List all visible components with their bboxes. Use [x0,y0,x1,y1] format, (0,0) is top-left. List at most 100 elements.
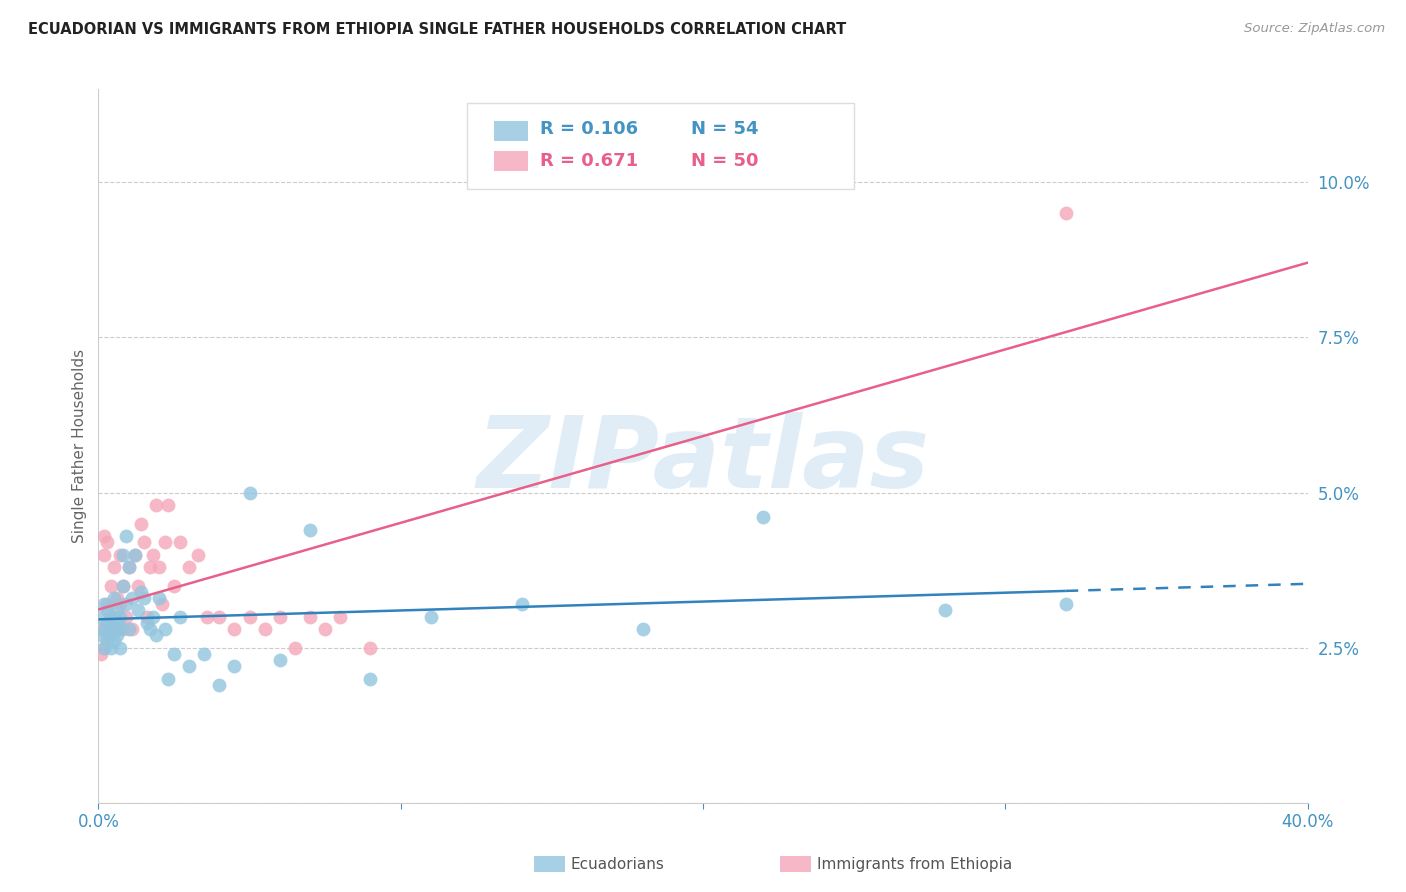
Point [96,597,118,611]
Point [177,560,201,574]
Point [269,653,291,667]
Text: Ecuadorians: Ecuadorians [571,857,665,871]
Point [114,597,136,611]
Point [100,628,122,642]
Point [103,634,125,648]
Point [129,584,152,599]
Point [108,548,131,562]
Point [108,609,131,624]
Point [118,560,141,574]
Point [139,560,162,574]
Point [631,622,654,636]
Text: Source: ZipAtlas.com: Source: ZipAtlas.com [1244,22,1385,36]
Point [135,615,157,630]
Point [96,615,118,630]
Point [253,622,276,636]
Point [100,609,122,624]
Point [100,609,122,624]
Point [96,603,118,617]
Point [142,548,165,562]
Point [96,535,118,549]
Point [93,640,115,655]
Point [105,622,128,636]
Point [239,485,262,500]
Point [96,628,118,642]
Point [187,548,209,562]
Point [148,591,170,605]
Point [169,535,191,549]
Point [90,622,112,636]
Point [93,622,115,636]
Bar [494,152,527,171]
Point [93,597,115,611]
Point [224,622,246,636]
Point [153,622,176,636]
Point [1054,206,1077,220]
Point [314,622,336,636]
Point [163,579,186,593]
Bar [494,120,527,141]
Point [934,603,956,617]
Point [239,609,262,624]
Point [127,579,149,593]
Text: ZIPatlas: ZIPatlas [477,412,929,508]
Point [139,622,162,636]
Point [111,548,134,562]
Point [127,603,149,617]
Point [269,609,291,624]
Point [299,609,322,624]
Point [1054,597,1077,611]
Point [145,628,167,642]
Point [90,647,112,661]
Point [169,609,191,624]
Point [129,516,152,531]
Point [752,510,775,524]
Point [142,609,165,624]
Point [510,597,533,611]
Point [114,609,136,624]
Point [108,640,131,655]
Point [105,615,128,630]
Point [124,548,146,562]
Point [163,647,186,661]
Point [100,640,122,655]
Point [299,523,322,537]
Point [145,498,167,512]
Point [103,560,125,574]
Point [193,647,215,661]
Text: ECUADORIAN VS IMMIGRANTS FROM ETHIOPIA SINGLE FATHER HOUSEHOLDS CORRELATION CHAR: ECUADORIAN VS IMMIGRANTS FROM ETHIOPIA S… [28,22,846,37]
Point [156,672,179,686]
Point [208,609,231,624]
Point [96,634,118,648]
Point [114,529,136,543]
Point [105,603,128,617]
Point [118,560,141,574]
Point [148,560,170,574]
Point [90,628,112,642]
Point [360,672,382,686]
Point [124,548,146,562]
Point [103,622,125,636]
Point [121,622,143,636]
Text: N = 50: N = 50 [690,152,758,169]
Point [111,622,134,636]
Point [177,659,201,673]
Point [111,579,134,593]
Point [329,609,352,624]
Point [195,609,218,624]
Point [100,622,122,636]
Point [156,498,179,512]
Point [93,640,115,655]
Point [121,591,143,605]
FancyBboxPatch shape [467,103,855,189]
Point [360,640,382,655]
Text: Immigrants from Ethiopia: Immigrants from Ethiopia [817,857,1012,871]
Text: R = 0.106: R = 0.106 [540,120,638,138]
Point [153,535,176,549]
Point [108,597,131,611]
Point [419,609,441,624]
Point [224,659,246,673]
Point [90,609,112,624]
Text: R = 0.671: R = 0.671 [540,152,638,169]
Point [208,678,231,692]
